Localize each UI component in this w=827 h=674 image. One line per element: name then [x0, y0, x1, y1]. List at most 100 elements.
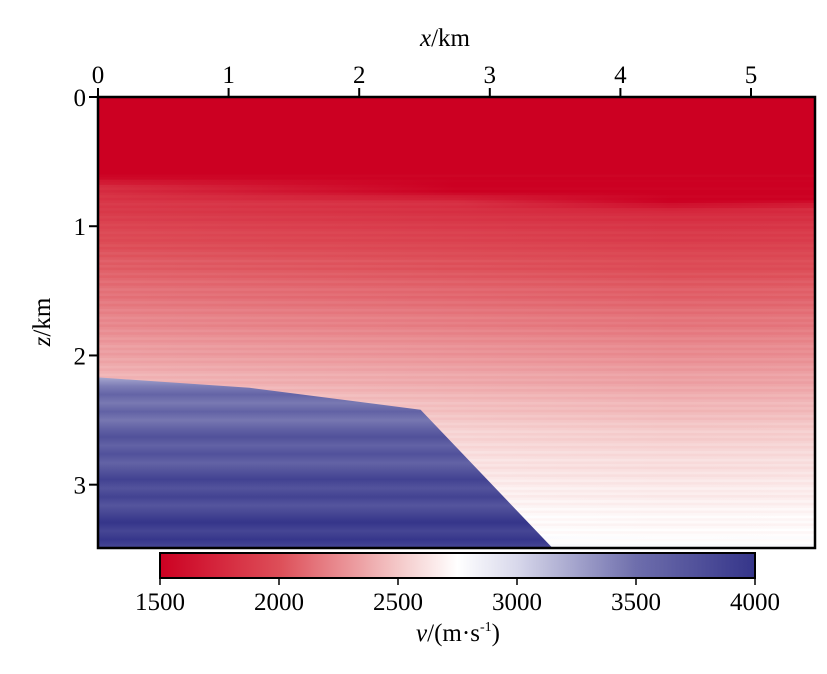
velocity-row	[98, 396, 815, 400]
velocity-row	[98, 244, 815, 248]
colorbar-tick-label: 3000	[492, 589, 542, 616]
velocity-row	[98, 347, 815, 351]
velocity-row	[98, 285, 815, 289]
velocity-row	[98, 109, 815, 114]
velocity-row	[98, 213, 815, 217]
velocity-row	[98, 164, 815, 168]
velocity-row	[98, 414, 815, 419]
velocity-row	[98, 102, 815, 106]
colorbar-tick-label: 2000	[254, 589, 304, 616]
x-tick-label: 4	[614, 62, 627, 89]
velocity-row	[98, 208, 815, 212]
x-tick-label: 3	[484, 62, 497, 89]
velocity-row	[98, 195, 815, 199]
velocity-row	[98, 316, 815, 320]
velocity-row	[98, 249, 815, 253]
velocity-row	[98, 443, 815, 447]
velocity-row	[98, 174, 815, 178]
velocity-row	[98, 270, 815, 274]
colorbar-tick-label: 2500	[373, 589, 423, 616]
colorbar-tick-label: 1500	[135, 589, 185, 616]
velocity-row	[98, 223, 815, 227]
velocity-row	[98, 401, 815, 406]
y-tick-label: 0	[74, 85, 87, 112]
velocity-row	[98, 259, 815, 264]
velocity-row	[98, 262, 815, 266]
velocity-row	[98, 171, 815, 176]
velocity-row	[98, 345, 815, 349]
colorbar-ticks: 1500 2000 2500 3000 3500 4000	[135, 578, 780, 616]
velocity-row	[98, 192, 815, 196]
velocity-row	[98, 360, 815, 364]
velocity-row	[98, 221, 815, 225]
velocity-row	[98, 298, 815, 302]
velocity-row	[98, 148, 815, 152]
velocity-row	[98, 161, 815, 165]
velocity-row	[98, 104, 815, 108]
velocity-row	[98, 239, 815, 243]
velocity-row	[98, 432, 815, 437]
velocity-row	[98, 228, 815, 232]
y-tick-label: 1	[74, 214, 87, 241]
velocity-row	[98, 440, 815, 444]
velocity-row	[98, 376, 815, 380]
velocity-row	[98, 226, 815, 230]
velocity-row	[98, 420, 815, 424]
velocity-row	[98, 383, 815, 388]
velocity-row	[98, 277, 815, 282]
velocity-row	[98, 321, 815, 326]
velocity-row	[98, 153, 815, 158]
velocity-row	[98, 422, 815, 426]
velocity-row	[98, 324, 815, 328]
velocity-row	[98, 112, 815, 116]
velocity-row	[98, 306, 815, 310]
y-tick-label: 3	[74, 473, 87, 500]
velocity-row	[98, 365, 815, 369]
velocity-row	[98, 417, 815, 421]
velocity-row	[98, 427, 815, 432]
velocity-row	[98, 215, 815, 220]
velocity-row	[98, 391, 815, 395]
velocity-row	[98, 352, 815, 357]
velocity-row	[98, 231, 815, 235]
y-tick-label: 2	[74, 343, 87, 370]
velocity-row	[98, 128, 815, 132]
velocity-row	[98, 190, 815, 194]
velocity-row	[98, 99, 815, 103]
velocity-row	[98, 332, 815, 336]
velocity-row	[98, 138, 815, 142]
velocity-row	[98, 355, 815, 359]
velocity-row	[98, 267, 815, 271]
velocity-row	[98, 146, 815, 150]
velocity-row	[98, 205, 815, 209]
velocity-row	[98, 202, 815, 207]
velocity-row	[98, 166, 815, 170]
velocity-row	[98, 329, 815, 333]
velocity-row	[98, 283, 815, 287]
velocity-row	[98, 133, 815, 137]
velocity-row	[98, 337, 815, 341]
velocity-row	[98, 130, 815, 134]
velocity-row	[98, 125, 815, 129]
velocity-row	[98, 311, 815, 315]
velocity-row	[98, 275, 815, 279]
plot-frame	[96, 95, 817, 550]
y-axis-ticks: 0 1 2 3	[74, 85, 98, 500]
x-tick-label: 5	[745, 62, 758, 89]
x-axis-ticks: 0 1 2 3 4 5	[92, 62, 758, 97]
velocity-row	[98, 394, 815, 398]
velocity-row	[98, 290, 815, 295]
velocity-row	[98, 389, 815, 393]
velocity-row	[98, 370, 815, 375]
velocity-row	[98, 314, 815, 318]
velocity-row	[98, 425, 815, 429]
x-tick-label: 0	[92, 62, 105, 89]
velocity-row	[98, 435, 815, 439]
velocity-row	[98, 135, 815, 139]
velocity-row	[98, 373, 815, 377]
colorbar: 1500 2000 2500 3000 3500 4000 v/(m·s-1)	[135, 552, 780, 647]
velocity-row	[98, 264, 815, 269]
velocity-row	[98, 334, 815, 338]
colorbar-label: v/(m·s-1)	[416, 620, 500, 647]
